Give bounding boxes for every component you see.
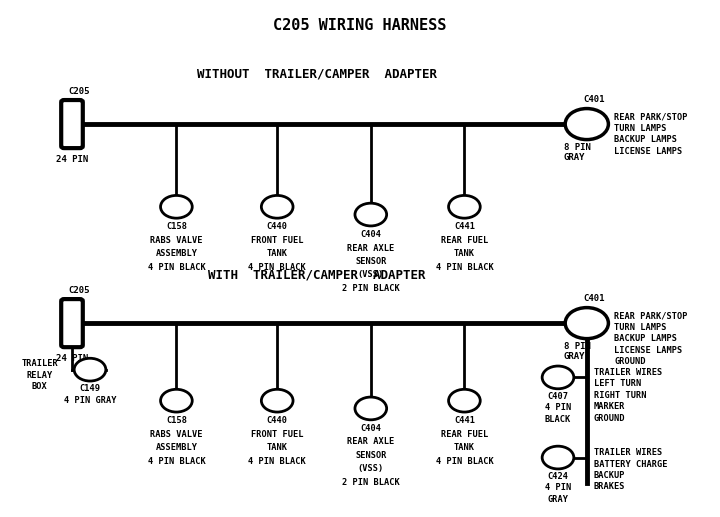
Circle shape — [355, 397, 387, 420]
Text: C205 WIRING HARNESS: C205 WIRING HARNESS — [274, 18, 446, 33]
Text: C401: C401 — [583, 295, 605, 303]
Text: TRAILER WIRES: TRAILER WIRES — [594, 368, 662, 377]
Text: WITH  TRAILER/CAMPER  ADAPTER: WITH TRAILER/CAMPER ADAPTER — [208, 269, 426, 282]
Text: C205: C205 — [68, 286, 90, 295]
Circle shape — [161, 389, 192, 412]
Text: BACKUP: BACKUP — [594, 471, 626, 480]
Text: REAR AXLE: REAR AXLE — [347, 437, 395, 446]
Text: 8 PIN: 8 PIN — [564, 342, 590, 351]
Circle shape — [355, 203, 387, 226]
Circle shape — [161, 195, 192, 218]
Text: 4 PIN BLACK: 4 PIN BLACK — [436, 263, 493, 271]
Text: (VSS): (VSS) — [358, 270, 384, 279]
Text: BRAKES: BRAKES — [594, 482, 626, 491]
Text: BLACK: BLACK — [545, 415, 571, 423]
Text: TANK: TANK — [454, 443, 475, 452]
Text: SENSOR: SENSOR — [355, 451, 387, 460]
Text: TURN LAMPS: TURN LAMPS — [614, 124, 667, 133]
Text: WITHOUT  TRAILER/CAMPER  ADAPTER: WITHOUT TRAILER/CAMPER ADAPTER — [197, 67, 437, 80]
Text: RABS VALVE: RABS VALVE — [150, 430, 202, 438]
Text: C424: C424 — [547, 472, 569, 481]
Text: BACKUP LAMPS: BACKUP LAMPS — [614, 135, 677, 144]
Text: MARKER: MARKER — [594, 402, 626, 411]
Circle shape — [74, 358, 106, 381]
Text: RABS VALVE: RABS VALVE — [150, 236, 202, 245]
Text: FRONT FUEL: FRONT FUEL — [251, 236, 303, 245]
Text: C149: C149 — [79, 384, 101, 393]
Text: REAR FUEL: REAR FUEL — [441, 430, 488, 438]
Circle shape — [542, 446, 574, 469]
Text: TANK: TANK — [266, 249, 288, 258]
Text: 24 PIN: 24 PIN — [56, 354, 88, 363]
Text: BACKUP LAMPS: BACKUP LAMPS — [614, 334, 677, 343]
Text: C205: C205 — [68, 87, 90, 96]
Text: GRAY: GRAY — [547, 495, 569, 504]
Text: BOX: BOX — [32, 382, 48, 391]
Text: REAR PARK/STOP: REAR PARK/STOP — [614, 113, 688, 121]
Text: (VSS): (VSS) — [358, 464, 384, 473]
Text: TANK: TANK — [266, 443, 288, 452]
Circle shape — [261, 389, 293, 412]
Text: 4 PIN BLACK: 4 PIN BLACK — [148, 457, 205, 465]
Text: REAR FUEL: REAR FUEL — [441, 236, 488, 245]
Text: LICENSE LAMPS: LICENSE LAMPS — [614, 147, 683, 156]
Text: C441: C441 — [454, 416, 475, 425]
Text: C440: C440 — [266, 222, 288, 231]
Circle shape — [449, 389, 480, 412]
Text: 24 PIN: 24 PIN — [56, 155, 88, 164]
Circle shape — [565, 109, 608, 140]
Text: C158: C158 — [166, 416, 187, 425]
Text: GROUND: GROUND — [614, 357, 646, 366]
Text: 2 PIN BLACK: 2 PIN BLACK — [342, 284, 400, 293]
Text: REAR AXLE: REAR AXLE — [347, 244, 395, 252]
Text: C404: C404 — [360, 424, 382, 433]
Circle shape — [542, 366, 574, 389]
Text: 4 PIN GRAY: 4 PIN GRAY — [64, 396, 116, 404]
Text: C158: C158 — [166, 222, 187, 231]
Text: GRAY: GRAY — [564, 153, 585, 162]
Text: TURN LAMPS: TURN LAMPS — [614, 323, 667, 332]
Text: REAR PARK/STOP: REAR PARK/STOP — [614, 312, 688, 321]
FancyBboxPatch shape — [61, 299, 83, 347]
Text: C440: C440 — [266, 416, 288, 425]
Text: FRONT FUEL: FRONT FUEL — [251, 430, 303, 438]
Text: 4 PIN: 4 PIN — [545, 403, 571, 412]
Text: C404: C404 — [360, 230, 382, 239]
Text: TRAILER WIRES: TRAILER WIRES — [594, 448, 662, 457]
Text: TANK: TANK — [454, 249, 475, 258]
Text: C441: C441 — [454, 222, 475, 231]
Text: 4 PIN BLACK: 4 PIN BLACK — [436, 457, 493, 465]
Circle shape — [261, 195, 293, 218]
Text: LICENSE LAMPS: LICENSE LAMPS — [614, 346, 683, 355]
Text: 4 PIN BLACK: 4 PIN BLACK — [248, 263, 306, 271]
Text: 4 PIN BLACK: 4 PIN BLACK — [248, 457, 306, 465]
Text: TRAILER: TRAILER — [21, 359, 58, 368]
Text: 4 PIN: 4 PIN — [545, 483, 571, 492]
Text: C407: C407 — [547, 392, 569, 401]
Text: 4 PIN BLACK: 4 PIN BLACK — [148, 263, 205, 271]
Text: GRAY: GRAY — [564, 352, 585, 361]
Text: 8 PIN: 8 PIN — [564, 143, 590, 151]
Text: C401: C401 — [583, 96, 605, 104]
Text: ASSEMBLY: ASSEMBLY — [156, 249, 197, 258]
Circle shape — [449, 195, 480, 218]
Text: RELAY: RELAY — [27, 371, 53, 379]
Text: SENSOR: SENSOR — [355, 257, 387, 266]
Text: RIGHT TURN: RIGHT TURN — [594, 391, 647, 400]
Circle shape — [565, 308, 608, 339]
FancyBboxPatch shape — [61, 100, 83, 148]
Text: GROUND: GROUND — [594, 414, 626, 422]
Text: ASSEMBLY: ASSEMBLY — [156, 443, 197, 452]
Text: LEFT TURN: LEFT TURN — [594, 379, 642, 388]
Text: 2 PIN BLACK: 2 PIN BLACK — [342, 478, 400, 486]
Text: BATTERY CHARGE: BATTERY CHARGE — [594, 460, 667, 468]
